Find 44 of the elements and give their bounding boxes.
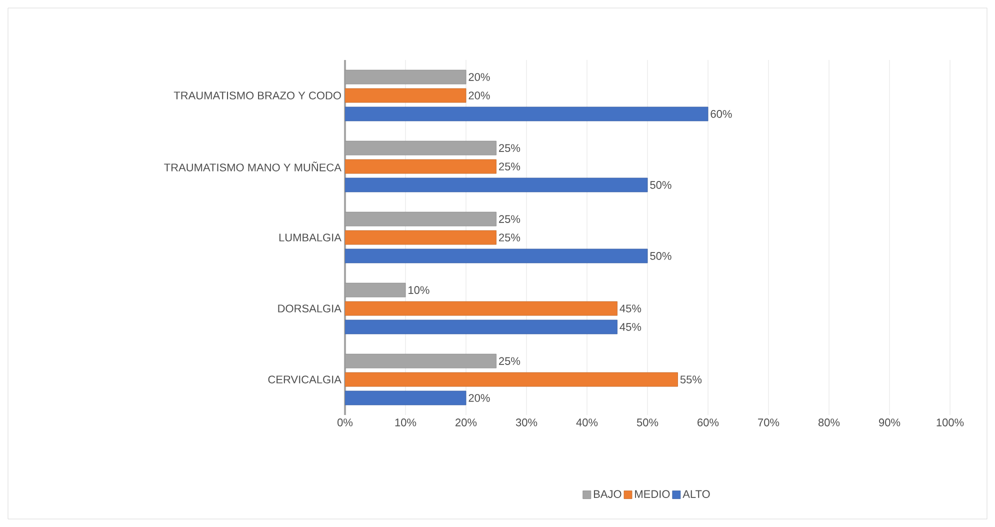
- bar: [345, 159, 496, 174]
- x-tick-label: 80%: [818, 418, 840, 426]
- x-tick-label: 60%: [698, 418, 719, 426]
- data-label: 25%: [499, 234, 520, 242]
- x-tick-label: 10%: [395, 418, 416, 426]
- bar: [345, 372, 678, 387]
- data-label: 25%: [499, 162, 520, 170]
- data-label: 25%: [499, 357, 520, 365]
- bar: [345, 390, 466, 406]
- x-tick-label: 40%: [576, 418, 598, 426]
- data-label: 20%: [468, 92, 490, 100]
- data-label: 50%: [650, 181, 672, 189]
- data-label: 60%: [710, 110, 732, 118]
- x-tick-label: 90%: [879, 418, 900, 426]
- bar: [345, 178, 648, 192]
- data-label: 55%: [680, 376, 702, 384]
- bar: [345, 230, 496, 245]
- data-label: 45%: [620, 323, 642, 331]
- bar: [345, 320, 618, 334]
- y-tick-label: TRAUMATISMO MANO Y MUÑECA: [164, 162, 342, 172]
- data-label: 25%: [499, 215, 520, 223]
- data-label: 20%: [468, 394, 490, 402]
- x-tick-label: 100%: [936, 418, 964, 426]
- bar: [345, 88, 466, 103]
- y-tick-label: CERVICALGIA: [268, 376, 342, 384]
- bar: [345, 106, 708, 122]
- data-label: 20%: [468, 73, 490, 81]
- legend-label: ALTO: [682, 490, 710, 498]
- legend-label: MEDIO: [635, 490, 670, 498]
- bar: [345, 301, 618, 316]
- x-tick-label: 50%: [636, 418, 658, 426]
- legend-label: BAJO: [594, 490, 622, 498]
- x-tick-label: 0%: [337, 418, 353, 426]
- data-label: 50%: [650, 252, 672, 260]
- y-tick-label: LUMBALGIA: [279, 234, 342, 242]
- y-tick-label: TRAUMATISMO BRAZO Y CODO: [174, 92, 341, 100]
- x-tick-label: 20%: [456, 418, 477, 426]
- y-tick-label: DORSALGIA: [278, 304, 342, 312]
- x-tick-label: 30%: [516, 418, 538, 426]
- bar: [345, 248, 648, 264]
- data-label: 25%: [499, 144, 520, 152]
- x-tick-label: 70%: [758, 418, 780, 426]
- data-label: 10%: [408, 286, 430, 294]
- data-label: 45%: [620, 304, 642, 312]
